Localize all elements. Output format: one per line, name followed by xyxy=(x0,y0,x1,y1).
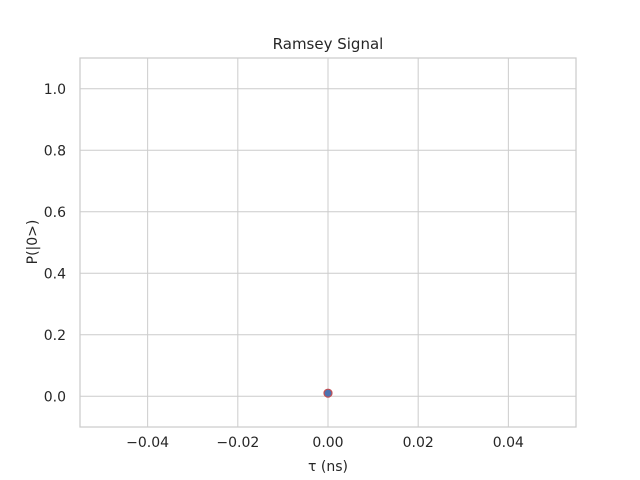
y-tick-label: 0.2 xyxy=(44,328,66,344)
x-tick-label: 0.02 xyxy=(403,435,434,451)
y-tick-label: 0.4 xyxy=(44,266,66,282)
y-tick-label: 0.8 xyxy=(44,143,66,159)
y-tick-label: 1.0 xyxy=(44,82,66,98)
x-tick-label: −0.02 xyxy=(216,435,259,451)
x-tick-label: 0.00 xyxy=(312,435,343,451)
y-tick-labels: 0.0 0.2 0.4 0.6 0.8 1.0 xyxy=(44,82,66,406)
x-tick-labels: −0.04 −0.02 0.00 0.02 0.04 xyxy=(126,435,524,451)
y-tick-label: 0.0 xyxy=(44,389,66,405)
x-axis-label: τ (ns) xyxy=(308,459,348,475)
data-points xyxy=(323,388,333,398)
y-tick-label: 0.6 xyxy=(44,205,66,221)
y-axis-label: P(|0>) xyxy=(25,220,41,265)
chart-title: Ramsey Signal xyxy=(273,35,384,53)
x-tick-label: −0.04 xyxy=(126,435,169,451)
x-tick-label: 0.04 xyxy=(493,435,524,451)
data-point xyxy=(323,388,333,398)
x-grid xyxy=(147,58,509,427)
